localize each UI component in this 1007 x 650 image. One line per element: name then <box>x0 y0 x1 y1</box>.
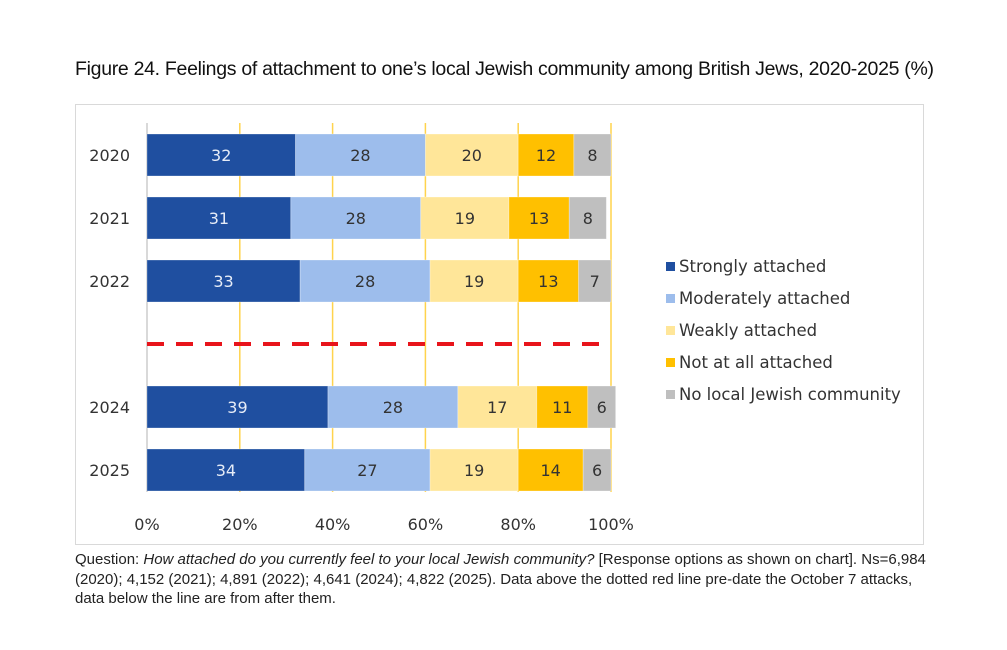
data-label: 31 <box>209 209 229 228</box>
legend-item: Moderately attached <box>666 282 901 314</box>
bar-segment-weakly-attached-2025 <box>429 448 519 492</box>
data-label: 13 <box>538 272 558 291</box>
data-label: 19 <box>455 209 475 228</box>
data-label: 13 <box>529 209 549 228</box>
data-label: 14 <box>541 461 561 480</box>
chart-caption: Question: How attached do you currently … <box>75 550 945 609</box>
data-label: 12 <box>536 146 556 165</box>
caption-question: How attached do you currently feel to yo… <box>143 551 595 568</box>
bar-segment-moderately-attached-2024 <box>327 385 459 429</box>
data-label: 11 <box>552 398 572 417</box>
data-label: 28 <box>355 272 375 291</box>
data-label: 20 <box>462 146 482 165</box>
bar-segment-strongly-attached-2021 <box>146 196 292 240</box>
bar-segment-weakly-attached-2021 <box>420 196 510 240</box>
bar-segment-no-local-jewish-community-2022 <box>578 259 612 303</box>
caption-notes: [Response options as shown on chart]. Ns… <box>75 551 926 607</box>
bar-segment-strongly-attached-2024 <box>146 385 329 429</box>
bar-segment-no-local-jewish-community-2020 <box>573 133 612 177</box>
legend-label: Not at all attached <box>679 352 833 372</box>
bar-segment-strongly-attached-2022 <box>146 259 301 303</box>
data-label: 8 <box>587 146 597 165</box>
bar-segment-no-local-jewish-community-2024 <box>587 385 617 429</box>
bar-segment-weakly-attached-2024 <box>457 385 538 429</box>
chart-title: Figure 24. Feelings of attachment to one… <box>75 58 934 80</box>
bar-segment-no-local-jewish-community-2025 <box>582 448 612 492</box>
bar-segment-weakly-attached-2020 <box>424 133 519 177</box>
x-tick-label: 0% <box>134 515 159 534</box>
bar-segment-not-at-all-attached-2020 <box>517 133 575 177</box>
chart-frame <box>75 104 924 545</box>
data-label: 34 <box>216 461 236 480</box>
bar-segment-moderately-attached-2021 <box>290 196 422 240</box>
y-category-label: 2020 <box>89 146 130 165</box>
legend-item: Not at all attached <box>666 346 901 378</box>
data-label: 28 <box>346 209 366 228</box>
bar-segment-strongly-attached-2025 <box>146 448 306 492</box>
chart-legend: Strongly attached Moderately attached Weak… <box>666 250 901 410</box>
y-category-label: 2021 <box>89 209 130 228</box>
x-tick-label: 100% <box>588 515 634 534</box>
data-label: 28 <box>383 398 403 417</box>
data-label: 7 <box>590 272 600 291</box>
bar-segment-moderately-attached-2025 <box>304 448 431 492</box>
legend-swatch <box>666 261 675 271</box>
legend-swatch <box>666 293 675 303</box>
x-tick-label: 40% <box>315 515 351 534</box>
bar-segment-moderately-attached-2020 <box>295 133 426 177</box>
legend-label: Strongly attached <box>679 256 827 276</box>
bar-segment-not-at-all-attached-2024 <box>536 385 589 429</box>
bar-segment-no-local-jewish-community-2021 <box>568 196 607 240</box>
legend-item: Strongly attached <box>666 250 901 282</box>
data-label: 28 <box>350 146 370 165</box>
data-label: 6 <box>597 398 607 417</box>
bar-segment-strongly-attached-2020 <box>146 133 296 177</box>
legend-item: Weakly attached <box>666 314 901 346</box>
y-category-label: 2022 <box>89 272 130 291</box>
bar-segment-not-at-all-attached-2025 <box>517 448 584 492</box>
legend-label: No local Jewish community <box>679 384 901 404</box>
data-label: 17 <box>487 398 507 417</box>
legend-swatch <box>666 389 675 399</box>
y-category-label: 2025 <box>89 461 130 480</box>
bar-segment-moderately-attached-2022 <box>299 259 431 303</box>
legend-swatch <box>666 325 675 335</box>
caption-prefix: Question: <box>75 551 144 568</box>
data-label: 27 <box>357 461 377 480</box>
data-label: 19 <box>464 461 484 480</box>
x-tick-label: 20% <box>222 515 258 534</box>
x-tick-label: 80% <box>500 515 536 534</box>
data-label: 19 <box>464 272 484 291</box>
legend-label: Weakly attached <box>679 320 818 340</box>
data-label: 8 <box>583 209 593 228</box>
bar-segment-weakly-attached-2022 <box>429 259 519 303</box>
data-label: 32 <box>211 146 231 165</box>
data-label: 39 <box>227 398 247 417</box>
legend-swatch <box>666 357 675 367</box>
data-label: 6 <box>592 461 602 480</box>
legend-label: Moderately attached <box>679 288 851 308</box>
legend-item: No local Jewish community <box>666 378 901 410</box>
data-label: 33 <box>213 272 233 291</box>
x-tick-label: 60% <box>408 515 444 534</box>
y-category-label: 2024 <box>89 398 130 417</box>
